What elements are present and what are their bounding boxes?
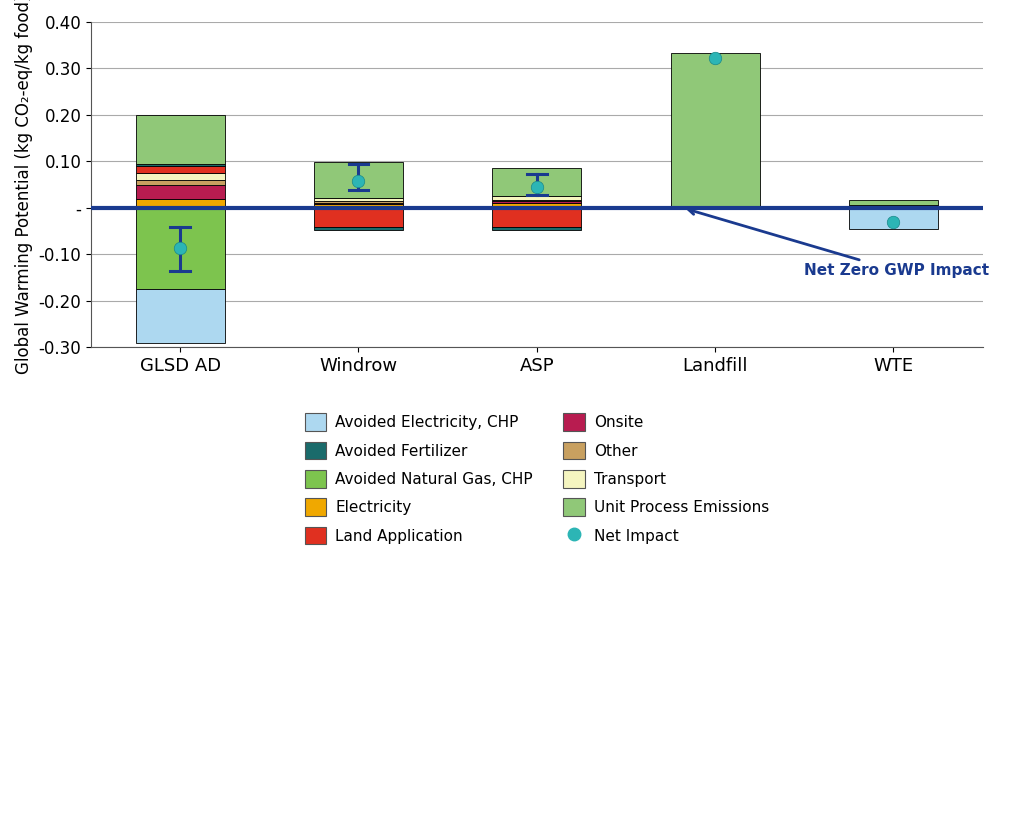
Bar xyxy=(849,200,938,205)
Bar xyxy=(493,227,582,230)
Legend: Avoided Electricity, CHP, Avoided Fertilizer, Avoided Natural Gas, CHP, Electric: Avoided Electricity, CHP, Avoided Fertil… xyxy=(298,407,775,550)
Bar xyxy=(135,164,224,166)
Text: Net Zero GWP Impact: Net Zero GWP Impact xyxy=(689,209,989,278)
Y-axis label: Global Warming Potential (kg CO₂-eq/kg food): Global Warming Potential (kg CO₂-eq/kg f… xyxy=(15,0,33,374)
Bar xyxy=(314,197,403,201)
Bar xyxy=(314,227,403,230)
Bar xyxy=(314,162,403,197)
Bar xyxy=(314,204,403,208)
Bar xyxy=(135,199,224,208)
Bar xyxy=(135,289,224,343)
Bar xyxy=(849,206,938,208)
Bar xyxy=(849,205,938,206)
Bar xyxy=(135,166,224,173)
Bar xyxy=(493,208,582,227)
Bar xyxy=(135,173,224,180)
Bar xyxy=(671,53,760,206)
Bar xyxy=(493,168,582,197)
Bar xyxy=(671,206,760,208)
Bar xyxy=(135,185,224,199)
Bar xyxy=(314,208,403,227)
Bar xyxy=(493,200,582,201)
Bar xyxy=(493,197,582,200)
Bar xyxy=(135,115,224,164)
Bar xyxy=(314,201,403,203)
Bar xyxy=(314,203,403,204)
Bar xyxy=(493,201,582,203)
Bar xyxy=(493,203,582,208)
Bar xyxy=(135,208,224,289)
Bar xyxy=(849,208,938,229)
Bar xyxy=(135,180,224,185)
